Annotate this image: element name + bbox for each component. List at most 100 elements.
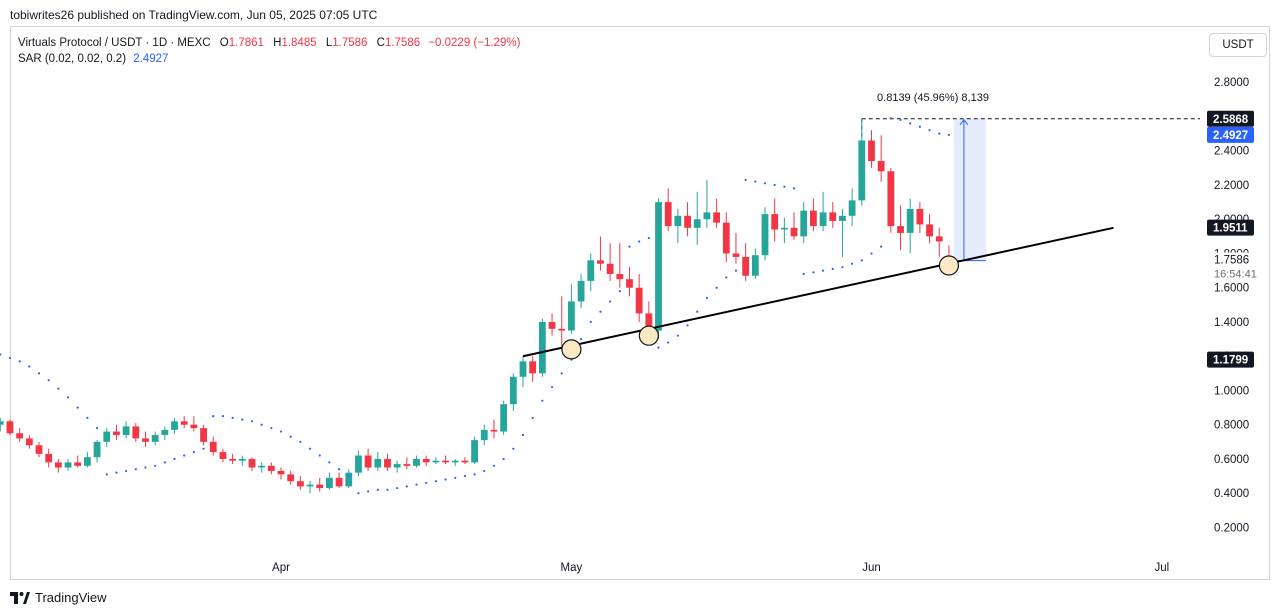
candle-body bbox=[887, 171, 895, 227]
sar-dot bbox=[279, 430, 283, 433]
candle-body bbox=[258, 465, 266, 468]
sar-dot bbox=[821, 269, 825, 272]
candle-body bbox=[277, 470, 285, 475]
candle-body bbox=[432, 460, 440, 463]
footer-brand: TradingView bbox=[10, 590, 107, 605]
sar-dot bbox=[405, 485, 408, 488]
sar-dot bbox=[744, 178, 747, 181]
sar-dot bbox=[589, 320, 592, 324]
sar-dot bbox=[105, 473, 108, 476]
sar-dot bbox=[647, 236, 650, 240]
candle-body bbox=[451, 460, 459, 463]
candle-body bbox=[577, 280, 585, 302]
sar-dot bbox=[918, 125, 921, 128]
sar-dot bbox=[618, 290, 621, 293]
candle-body bbox=[771, 214, 779, 230]
sar-label[interactable]: SAR (0.02, 0.02, 0.2) bbox=[18, 53, 127, 65]
candle-body bbox=[616, 274, 624, 280]
candle-body bbox=[335, 477, 343, 487]
chart-legend: Virtuals Protocol / USDT · 1D · MEXC O1.… bbox=[18, 35, 520, 67]
sar-dot bbox=[173, 457, 176, 461]
candle-body bbox=[509, 376, 517, 405]
sar-dot bbox=[37, 372, 41, 375]
sar-dot bbox=[47, 379, 50, 382]
sar-dot bbox=[463, 474, 467, 478]
sar-dot bbox=[425, 481, 428, 485]
sar-dot bbox=[531, 416, 534, 419]
sar-dot bbox=[18, 360, 21, 363]
candle-body bbox=[655, 202, 662, 331]
sar-dot bbox=[541, 399, 544, 402]
candle-body bbox=[413, 458, 420, 466]
y-tick-label: 0.4000 bbox=[1214, 488, 1249, 500]
sar-dot bbox=[367, 490, 370, 493]
candle-body bbox=[422, 458, 430, 463]
sar-dot bbox=[715, 286, 718, 289]
change-value: −0.0229 (−1.29%) bbox=[428, 37, 521, 49]
candle-body bbox=[384, 458, 391, 468]
high-key: H bbox=[273, 37, 282, 49]
candle-body bbox=[897, 226, 904, 233]
candle-body bbox=[345, 472, 353, 487]
price-label-tag bbox=[1207, 351, 1254, 368]
sar-dot bbox=[260, 423, 263, 426]
candle-body bbox=[171, 421, 178, 430]
sar-dot bbox=[638, 240, 641, 243]
price-label-tag bbox=[1207, 126, 1254, 143]
sar-dot bbox=[241, 418, 244, 421]
candle-body bbox=[538, 321, 546, 374]
sar-dot bbox=[947, 133, 951, 136]
candle-body bbox=[316, 484, 324, 489]
last-price-text: 1.7586 bbox=[1214, 255, 1249, 267]
candle-body bbox=[722, 222, 730, 254]
touch-circle-marker bbox=[638, 325, 659, 346]
sar-dot bbox=[773, 183, 776, 187]
candle-body bbox=[626, 279, 633, 288]
sar-dot bbox=[676, 334, 679, 337]
sar-dot bbox=[212, 415, 215, 418]
sar-dot bbox=[192, 451, 195, 454]
candle-body bbox=[190, 424, 198, 429]
sar-dot bbox=[299, 440, 302, 443]
candle-body bbox=[674, 215, 682, 227]
sar-dot bbox=[734, 269, 738, 272]
candle-body bbox=[103, 431, 111, 442]
candle-body bbox=[122, 426, 130, 435]
sar-dot bbox=[434, 480, 437, 483]
last-price-tag bbox=[1207, 252, 1261, 283]
candle-body bbox=[64, 462, 72, 468]
candle-body bbox=[161, 429, 169, 435]
candle-body bbox=[74, 462, 82, 466]
sar-dot bbox=[870, 252, 873, 255]
sar-dot bbox=[8, 356, 12, 360]
candle-body bbox=[568, 301, 575, 331]
currency-button[interactable]: USDT bbox=[1209, 33, 1267, 57]
sar-dot bbox=[667, 341, 670, 344]
y-tick-label: 1.6000 bbox=[1214, 283, 1249, 295]
candle-body bbox=[229, 458, 236, 461]
candle-body bbox=[267, 465, 275, 471]
sar-dot bbox=[270, 427, 273, 430]
candle-body bbox=[200, 428, 207, 442]
candle-body bbox=[180, 421, 188, 425]
candle-body bbox=[848, 200, 856, 216]
sar-dot bbox=[415, 483, 418, 486]
candle-body bbox=[548, 321, 556, 329]
sar-dot bbox=[889, 117, 892, 120]
symbol-label[interactable]: Virtuals Protocol / USDT · 1D · MEXC bbox=[18, 37, 211, 49]
sar-dot bbox=[783, 185, 786, 188]
sar-dot bbox=[705, 296, 709, 300]
sar-dot bbox=[909, 122, 912, 125]
price-label-text: 2.4927 bbox=[1213, 130, 1248, 142]
candle-body bbox=[25, 438, 33, 446]
candle-body bbox=[355, 455, 362, 473]
sar-dot bbox=[696, 310, 699, 313]
candle-body bbox=[16, 433, 24, 439]
candle-body bbox=[461, 460, 469, 463]
candle-body bbox=[935, 236, 943, 242]
sar-dot bbox=[66, 396, 70, 399]
low-value: 1.7586 bbox=[332, 37, 368, 49]
sar-dot bbox=[560, 372, 563, 375]
candle-body bbox=[238, 458, 246, 461]
